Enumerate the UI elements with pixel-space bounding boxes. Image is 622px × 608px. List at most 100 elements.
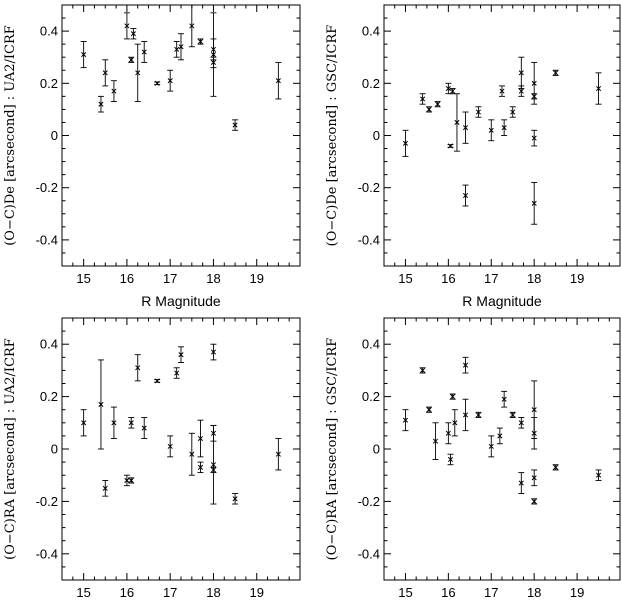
data-point: [496, 427, 503, 445]
data-point: [531, 469, 538, 487]
x-tick-label: 19: [570, 271, 584, 286]
x-tick-label: 16: [441, 271, 455, 286]
point-marker-b: [210, 59, 217, 65]
data-point: [475, 411, 482, 419]
data-point: [447, 453, 454, 466]
point-marker-b: [275, 451, 281, 457]
data-point: [154, 80, 161, 86]
data-point: [518, 56, 525, 89]
point-marker-b: [197, 435, 204, 442]
point-marker-b: [447, 143, 454, 149]
point-marker-b: [475, 412, 481, 418]
y-axis-label: (O−C)De [arcsecond] : GSC/ICRF: [325, 25, 340, 247]
point-marker-b: [454, 119, 460, 126]
data-point: [197, 461, 204, 474]
data-point: [128, 477, 135, 484]
point-marker-b: [518, 88, 524, 94]
data-point: [595, 72, 602, 105]
point-marker-b: [531, 475, 537, 481]
y-axis-label: (O−C)RA [arcsecond] : UA2/ICRF: [3, 338, 18, 560]
data-point: [531, 61, 538, 105]
data-point: [167, 435, 174, 458]
point-marker-b: [497, 433, 503, 439]
point-marker-b: [499, 88, 505, 94]
data-point: [173, 41, 180, 58]
x-tick-label: 16: [441, 585, 455, 600]
data-point: [488, 435, 495, 458]
point-marker-b: [197, 38, 204, 45]
data-point: [232, 493, 239, 505]
point-marker-b: [445, 85, 451, 92]
point-marker-b: [81, 52, 87, 58]
x-tick-label: 17: [163, 585, 177, 600]
y-axis-label: (O−C)De [arcsecond] : UA2/ICRF: [3, 25, 18, 246]
data-point: [531, 93, 538, 100]
data-point: [552, 69, 559, 76]
data-point: [449, 393, 456, 400]
point-marker-b: [210, 462, 217, 468]
y-tick-label: 0.4: [362, 24, 380, 39]
x-tick-label: 19: [249, 271, 263, 286]
point-marker-b: [531, 80, 537, 86]
data-point: [130, 28, 137, 40]
point-marker-b: [154, 80, 160, 86]
point-marker-b: [432, 438, 439, 444]
y-tick-label: -0.2: [358, 494, 380, 509]
data-point: [102, 59, 109, 87]
point-marker-b: [445, 430, 451, 436]
data-point: [275, 61, 282, 100]
data-point: [449, 88, 456, 95]
point-marker-b: [420, 367, 426, 373]
data-point: [232, 119, 239, 131]
point-marker-b: [98, 401, 104, 408]
point-marker-b: [531, 93, 537, 99]
point-marker-b: [462, 362, 469, 368]
data-point: [102, 479, 109, 497]
data-point: [432, 422, 439, 460]
y-tick-label: 0.4: [40, 24, 58, 39]
data-point: [210, 466, 217, 474]
point-marker-b: [167, 443, 173, 449]
point-marker-b: [124, 23, 130, 29]
point-marker-b: [178, 44, 184, 50]
point-marker-b: [98, 101, 104, 107]
point-marker-b: [501, 125, 507, 131]
x-tick-label: 18: [206, 271, 220, 286]
plot-frame: [383, 317, 621, 581]
x-tick-label: 17: [163, 271, 177, 286]
data-point: [531, 182, 538, 225]
data-point: [518, 85, 525, 97]
data-point: [402, 129, 409, 157]
data-point: [188, 432, 195, 476]
data-point: [426, 406, 433, 413]
point-marker-b: [531, 135, 537, 141]
data-point: [210, 424, 217, 505]
point-marker-b: [128, 477, 134, 483]
y-tick-label: 0.2: [362, 76, 380, 91]
x-tick-label: 17: [484, 271, 498, 286]
data-point: [134, 354, 141, 382]
x-tick-label: 15: [76, 271, 90, 286]
point-marker-b: [232, 122, 238, 128]
point-marker-b: [128, 420, 134, 426]
point-marker-b: [518, 420, 524, 426]
point-marker-b: [197, 464, 204, 470]
point-marker-b: [488, 443, 494, 449]
x-tick-label: 18: [527, 271, 541, 286]
data-point: [462, 184, 469, 207]
data-point: [531, 498, 538, 505]
data-point: [197, 38, 204, 45]
y-tick-label: 0.2: [40, 76, 58, 91]
point-marker-b: [135, 365, 141, 371]
point-marker-b: [531, 200, 537, 206]
data-point: [447, 143, 454, 149]
point-marker-b: [130, 31, 136, 37]
data-point: [178, 33, 184, 61]
x-tick-label: 18: [206, 585, 220, 600]
point-marker-b: [510, 412, 516, 418]
data-point: [509, 106, 516, 118]
point-marker-b: [210, 349, 217, 355]
y-tick-label: 0: [51, 442, 58, 457]
